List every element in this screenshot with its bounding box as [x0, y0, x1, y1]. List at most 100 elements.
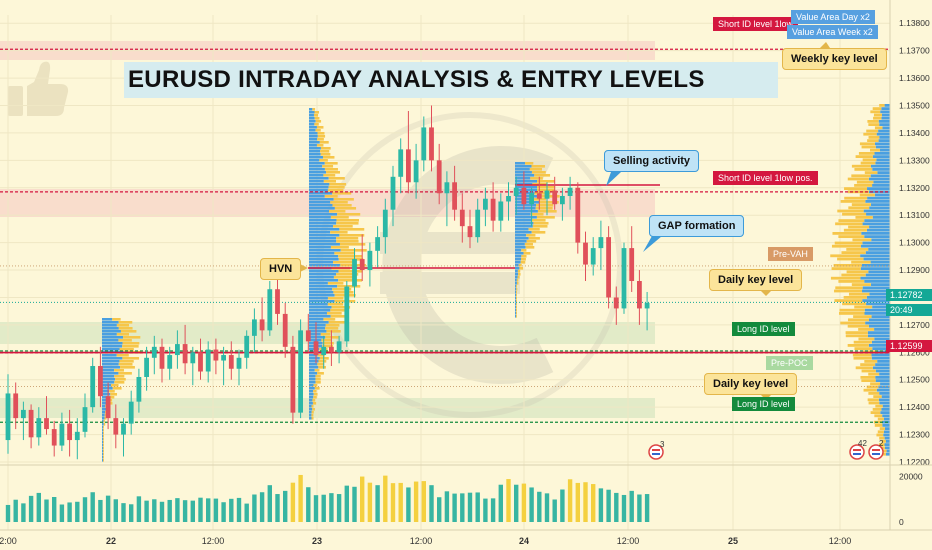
profile-bar: [853, 356, 872, 360]
profile-bar: [110, 393, 118, 396]
volume-bar: [221, 502, 226, 522]
profile-bar: [847, 324, 869, 328]
profile-bar: [874, 193, 890, 197]
profile-bar: [866, 212, 890, 216]
profile-bar: [868, 123, 880, 126]
profile-bar: [841, 251, 866, 254]
profile-bar: [875, 161, 890, 165]
volume-bar: [290, 482, 296, 522]
profile-bar: [309, 198, 334, 201]
candle-body: [182, 344, 188, 364]
profile-bar: [309, 417, 312, 420]
profile-bar: [528, 228, 540, 231]
volume-bar: [306, 487, 311, 522]
volume-bar: [67, 502, 72, 522]
candle-body: [128, 401, 134, 424]
profile-bar: [848, 225, 870, 229]
profile-bar: [517, 270, 521, 273]
profile-bar: [339, 243, 366, 246]
profile-bar: [881, 395, 890, 398]
profile-bar: [877, 417, 884, 421]
profile-bar: [846, 248, 869, 251]
profile-bar: [523, 252, 531, 255]
profile-bar: [845, 334, 868, 338]
volume-bar: [229, 498, 234, 522]
candle-body: [590, 248, 596, 265]
volume-bar: [544, 493, 550, 522]
candle-body: [305, 330, 311, 342]
profile-bar: [881, 107, 890, 110]
candle-body: [236, 357, 242, 369]
profile-bar: [847, 177, 869, 181]
volume-bar: [398, 482, 403, 522]
profile-bar: [516, 303, 517, 306]
volume-bar: [413, 481, 419, 522]
profile-bar: [884, 427, 890, 430]
y-tick-label: 1.12500: [899, 375, 930, 385]
profile-bar: [872, 168, 890, 171]
volume-bar: [182, 500, 188, 522]
profile-bar: [525, 162, 534, 165]
profile-bar: [333, 276, 355, 279]
candle-body: [606, 237, 611, 298]
y-tick-label: 1.12900: [899, 265, 930, 275]
profile-bar: [861, 232, 890, 235]
profile-bar: [314, 369, 320, 372]
volume-bar: [537, 491, 542, 522]
candle-body: [5, 393, 11, 441]
profile-bar: [515, 255, 522, 258]
profile-bar: [324, 195, 338, 198]
profile-bar: [108, 396, 115, 399]
profile-bar: [515, 258, 521, 261]
profile-bar: [515, 204, 537, 207]
candle-body: [367, 250, 373, 271]
volume-bar: [452, 493, 457, 522]
profile-bar: [879, 104, 885, 107]
profile-bar: [883, 430, 890, 434]
volume-bar: [121, 503, 126, 522]
profile-bar: [830, 276, 861, 280]
profile-bar: [309, 282, 328, 285]
profile-bar: [515, 288, 517, 291]
profile-bar: [309, 270, 339, 273]
profile-bar: [539, 201, 559, 204]
profile-bar: [309, 339, 322, 342]
profile-bar: [309, 135, 318, 138]
profile-bar: [879, 427, 885, 430]
volume-bar: [21, 503, 26, 522]
profile-bar: [330, 201, 348, 204]
profile-bar: [309, 300, 335, 303]
candles: [5, 105, 650, 460]
volume-bar: [75, 501, 80, 522]
profile-bar: [831, 267, 861, 270]
candle-body: [436, 160, 442, 194]
profile-bar: [332, 204, 352, 207]
profile-bar: [882, 126, 890, 130]
profile-bar: [871, 353, 890, 357]
profile-bar: [860, 161, 876, 165]
profile-bar: [314, 123, 319, 126]
candle-body: [90, 366, 96, 408]
profile-bar: [869, 206, 890, 210]
profile-bar: [864, 308, 890, 312]
profile-bar: [309, 219, 337, 222]
profile-bar: [875, 369, 890, 373]
profile-bar: [309, 108, 313, 111]
profile-bar: [515, 213, 531, 216]
profile-bar: [878, 139, 890, 142]
profile-bar: [311, 417, 314, 420]
daily-key-level-callout-lower: Daily key level: [704, 373, 798, 395]
volume-bar: [429, 485, 434, 522]
volume-bar: [644, 494, 650, 522]
profile-bar: [516, 309, 517, 312]
profile-bar: [102, 345, 123, 348]
profile-bar: [874, 328, 890, 331]
profile-bar: [879, 372, 890, 376]
candle-body: [567, 187, 573, 196]
profile-bar: [309, 399, 313, 402]
profile-bar: [114, 375, 125, 378]
volume-bar: [383, 475, 388, 522]
candle-body: [406, 149, 411, 183]
profile-bar: [844, 187, 868, 190]
y-tick-label: 1.12200: [899, 457, 930, 467]
